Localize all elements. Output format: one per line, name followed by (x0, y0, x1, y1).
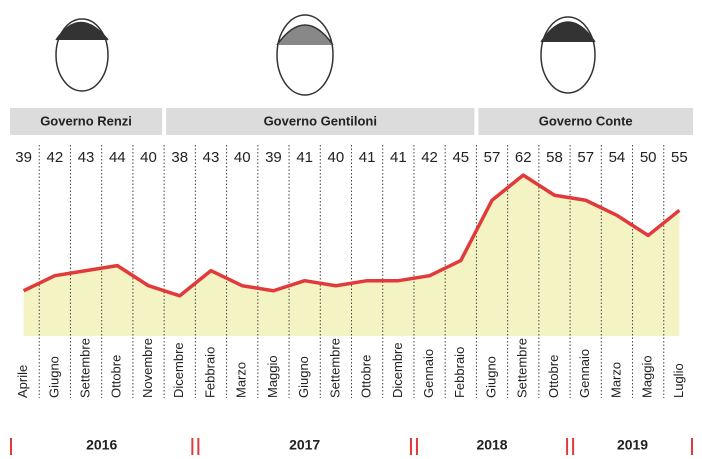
value-label: 40 (328, 149, 345, 166)
value-label: 57 (577, 149, 594, 166)
x-tick-label: Febbraio (202, 347, 217, 398)
portrait-hair (276, 24, 334, 46)
x-tick-label: Dicembre (390, 342, 405, 398)
area (23, 175, 680, 336)
year-label: 2018 (476, 437, 507, 453)
line (22, 173, 681, 298)
x-tick-label: Aprile (15, 365, 30, 398)
value-label: 50 (640, 149, 657, 166)
government-label: Governo Conte (539, 113, 633, 128)
x-tick-label: Giugno (296, 356, 311, 398)
value-label: 39 (15, 149, 32, 166)
value-label: 41 (296, 149, 313, 166)
value-label: 42 (421, 149, 438, 166)
value-label: 41 (359, 149, 376, 166)
value-label: 40 (234, 149, 251, 166)
value-label: 58 (546, 149, 563, 166)
x-tick-label: Ottobre (359, 355, 374, 398)
x-tick-label: Marzo (234, 362, 249, 398)
value-label: 54 (609, 149, 626, 166)
value-label: 38 (171, 149, 188, 166)
value-label: 44 (109, 149, 126, 166)
government-bar (166, 108, 475, 135)
value-label: 43 (203, 149, 220, 166)
portraits (55, 14, 596, 96)
government-bar (478, 108, 693, 135)
x-tick-label: Luglio (671, 363, 686, 398)
x-tick-label: Marzo (608, 362, 623, 398)
value-label: 40 (140, 149, 157, 166)
x-tick-label: Maggio (265, 355, 280, 398)
value-label: 55 (671, 149, 688, 166)
year-label: 2017 (289, 437, 320, 453)
value-label: 62 (515, 149, 532, 166)
value-label: 43 (78, 149, 95, 166)
x-tick-label: Settembre (78, 338, 93, 398)
x-tick-label: Maggio (640, 355, 655, 398)
x-tick-label: Gennaio (421, 349, 436, 398)
value-label: 42 (46, 149, 63, 166)
value-label: 57 (484, 149, 501, 166)
year-label: 2019 (617, 437, 648, 453)
x-tick-label: Febbraio (452, 347, 467, 398)
x-tick-label: Settembre (327, 338, 342, 398)
portrait-hair (540, 21, 596, 43)
x-tick-label: Novembre (140, 338, 155, 398)
x-tick-label: Gennaio (577, 349, 592, 398)
value-label: 45 (452, 149, 469, 166)
x-tick-label: Giugno (46, 356, 61, 398)
government-label: Governo Gentiloni (264, 113, 377, 128)
x-tick-label: Dicembre (171, 342, 186, 398)
government-bar (10, 108, 163, 135)
year-label: 2016 (86, 437, 117, 453)
value-label: 41 (390, 149, 407, 166)
government-label: Governo Renzi (40, 113, 132, 128)
x-tick-label: Ottobre (546, 355, 561, 398)
x-tick-label: Giugno (483, 356, 498, 398)
portrait-hair (55, 21, 109, 41)
value-label: 39 (265, 149, 282, 166)
x-tick-label: Ottobre (109, 355, 124, 398)
x-tick-label: Settembre (515, 338, 530, 398)
